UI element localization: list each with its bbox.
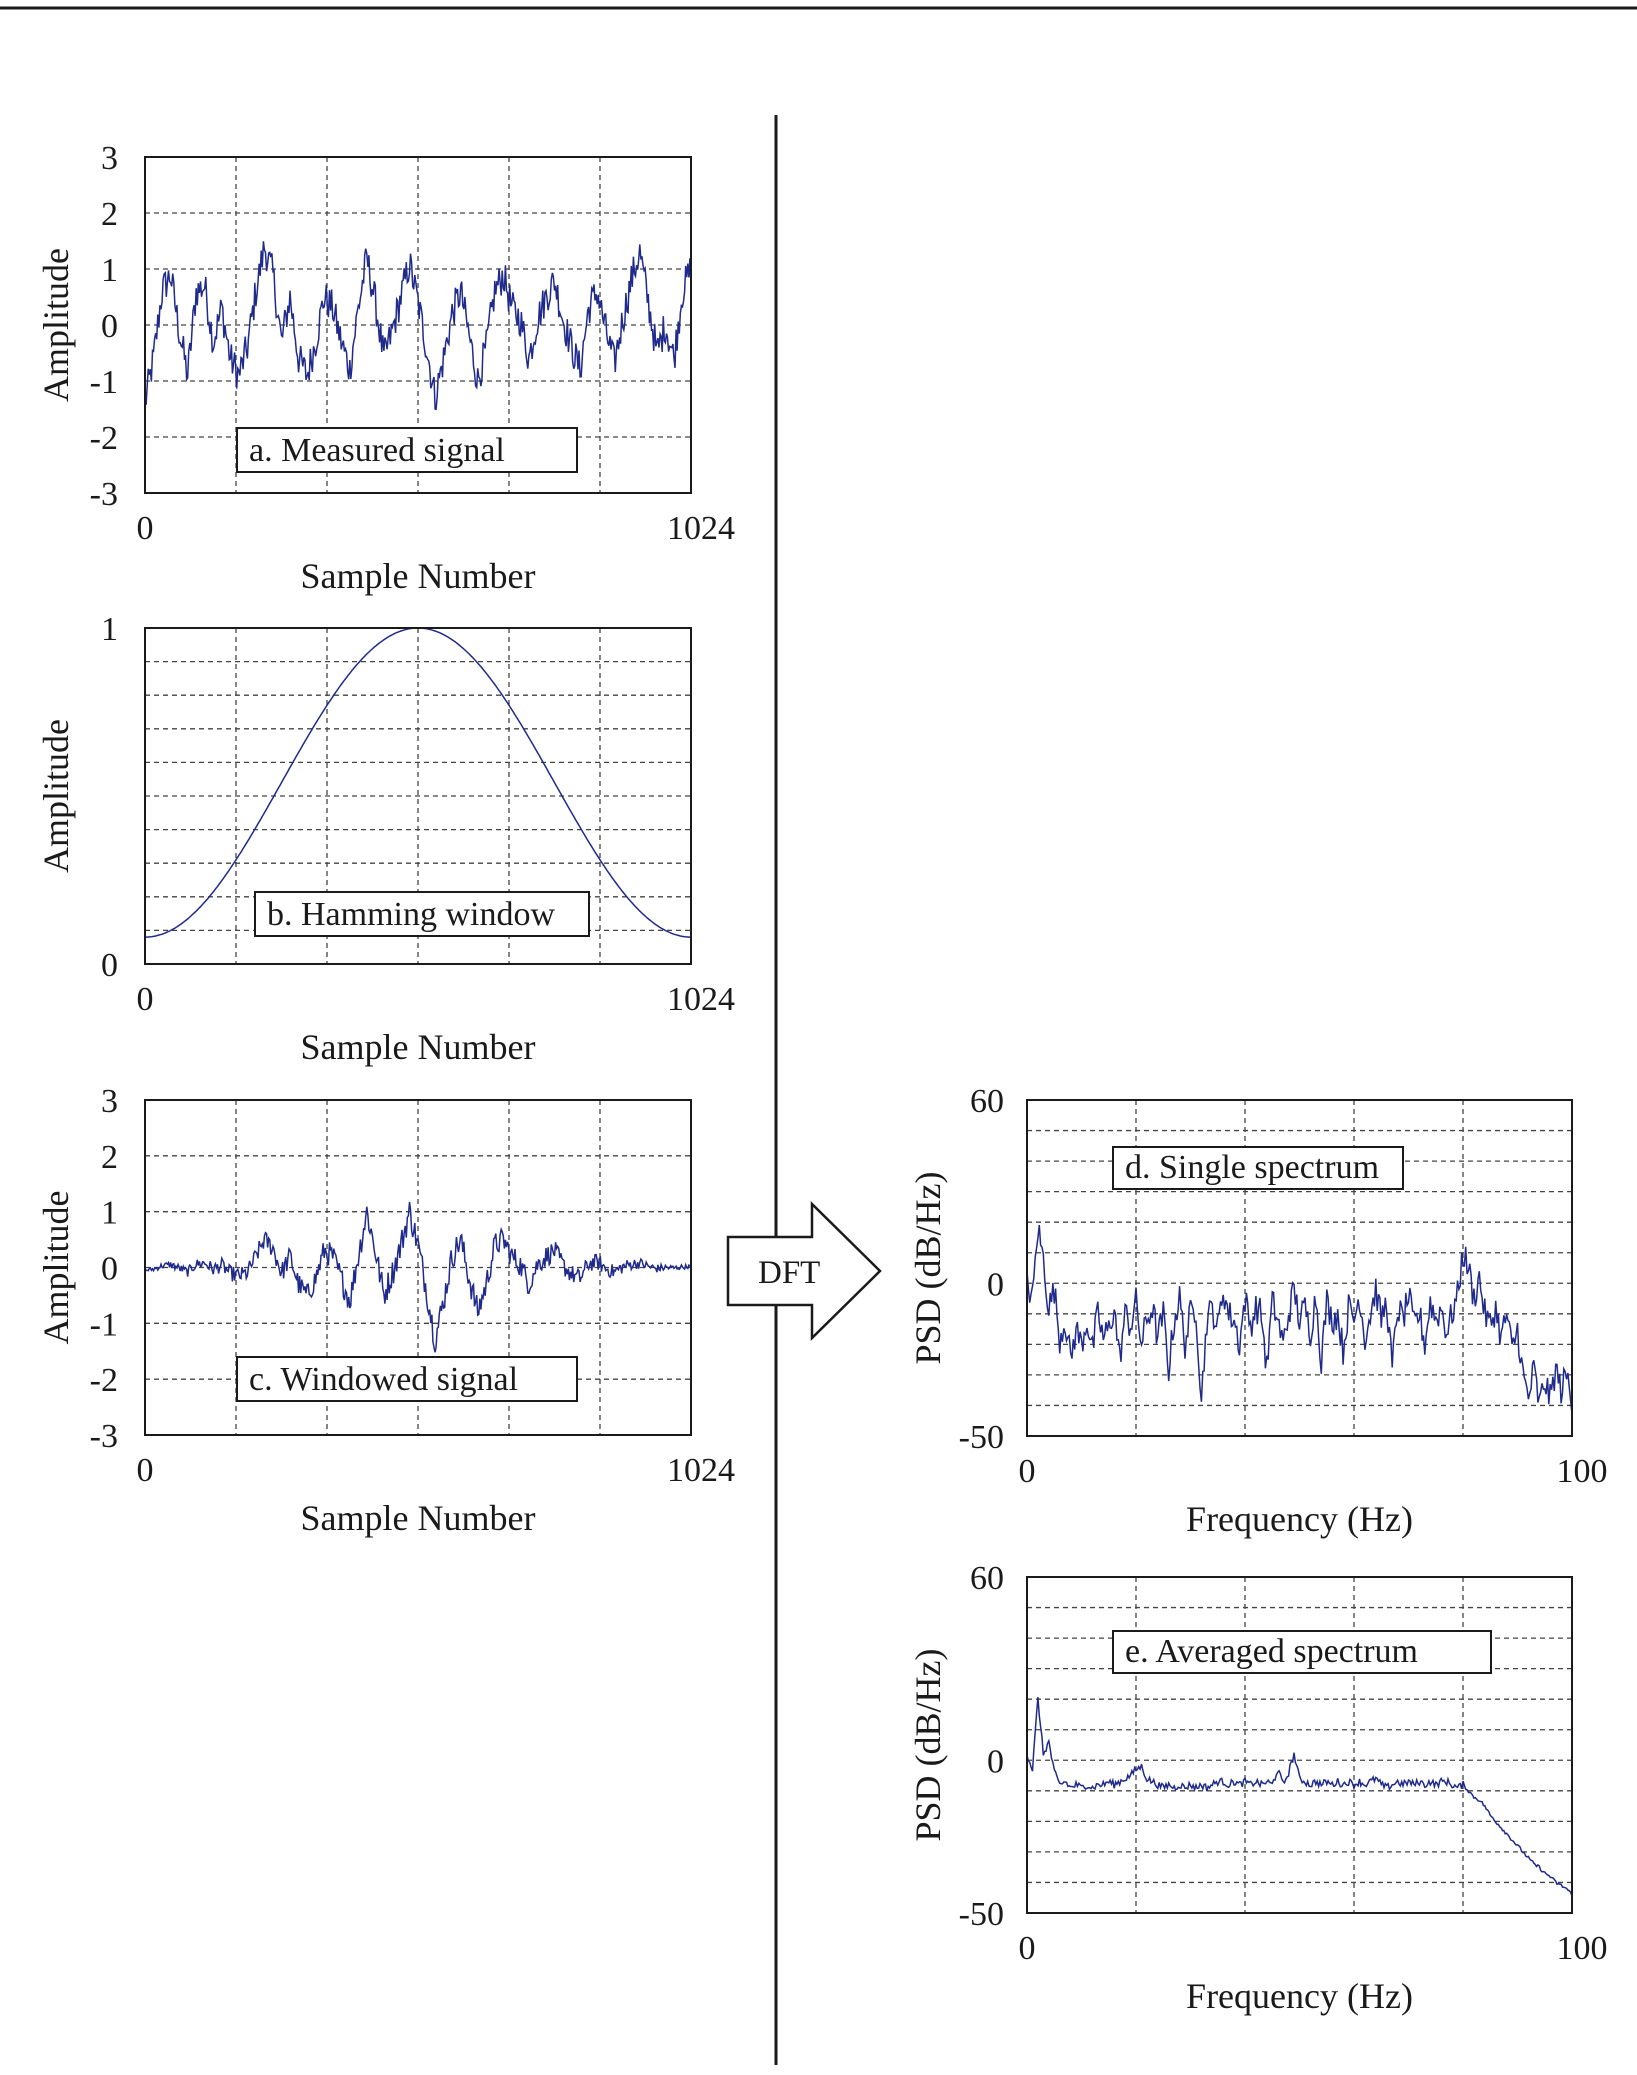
y-tick-label: -3 (90, 1418, 118, 1455)
y-tick-label: -1 (90, 1306, 118, 1343)
series-line (144, 241, 692, 411)
series-line (1026, 1697, 1573, 1897)
y-axis-title: Amplitude (36, 248, 76, 402)
y-tick-label: -3 (90, 476, 118, 513)
series-line (1026, 1224, 1573, 1415)
y-axis-title: Amplitude (36, 719, 76, 873)
y-tick-label: 60 (970, 1083, 1004, 1120)
y-tick-label: 1 (101, 252, 118, 289)
y-tick-label: 0 (101, 947, 118, 984)
panel-label: b. Hamming window (267, 896, 555, 933)
dft-arrow-label: DFT (758, 1255, 820, 1291)
y-tick-label: 0 (101, 308, 118, 345)
panel-label-box (1112, 1146, 1404, 1190)
panel-label: a. Measured signal (249, 432, 505, 469)
y-axis-title: PSD (dB/Hz) (908, 1648, 948, 1841)
panel-label-box (254, 891, 590, 937)
x-axis-title: Sample Number (301, 1498, 536, 1538)
plot-frame (1026, 1099, 1573, 1437)
y-tick-label: -2 (90, 1362, 118, 1399)
plot-frame (1026, 1576, 1573, 1914)
x-tick-label: 1024 (667, 1452, 735, 1489)
y-tick-label: 2 (101, 1139, 118, 1176)
plot-frame (144, 156, 692, 494)
panel-label-box (1112, 1630, 1492, 1674)
series-line (144, 1201, 692, 1353)
y-axis-title: Amplitude (36, 1191, 76, 1345)
y-axis-title: PSD (dB/Hz) (908, 1171, 948, 1364)
chart-e: 60 0 -50 0 100 Frequency (Hz) PSD (dB/Hz) e. Av… (908, 1560, 1608, 2016)
x-axis-title: Frequency (Hz) (1186, 1499, 1413, 1539)
panel-label-box (236, 1356, 578, 1402)
x-tick-label: 0 (1019, 1930, 1036, 1967)
y-tick-label: 0 (987, 1743, 1004, 1780)
x-axis-title: Frequency (Hz) (1186, 1976, 1413, 2016)
dft-arrow: DFT (726, 1201, 882, 1341)
y-tick-label: 1 (101, 611, 118, 648)
panel-label: c. Windowed signal (249, 1361, 518, 1398)
chart-d: 60 0 -50 0 100 Frequency (Hz) PSD (dB/Hz) d. Si… (908, 1083, 1608, 1539)
y-tick-label: 2 (101, 196, 118, 233)
panel-label: e. Averaged spectrum (1125, 1633, 1418, 1670)
x-tick-label: 0 (137, 981, 154, 1018)
y-tick-label: 0 (987, 1266, 1004, 1303)
x-tick-label: 1024 (667, 510, 735, 547)
x-tick-label: 0 (137, 1452, 154, 1489)
x-axis-title: Sample Number (301, 556, 536, 596)
x-tick-label: 100 (1557, 1453, 1608, 1490)
y-tick-label: 60 (970, 1560, 1004, 1597)
x-tick-label: 0 (1019, 1453, 1036, 1490)
y-tick-label: -2 (90, 420, 118, 457)
x-tick-label: 0 (137, 510, 154, 547)
chart-a: 3 2 1 0 -1 -2 -3 0 1024 Sample Number Amplitude a. … (36, 140, 735, 596)
panel-label-box (236, 427, 578, 473)
y-tick-label: 3 (101, 1083, 118, 1120)
plot-frame (144, 627, 692, 965)
x-tick-label: 1024 (667, 981, 735, 1018)
y-tick-label: -1 (90, 364, 118, 401)
y-tick-label: 3 (101, 140, 118, 177)
chart-b: 1 00 1024 Sample Number Amplitude b. Hamming … (36, 611, 735, 1067)
y-tick-label: 0 (101, 1251, 118, 1288)
y-tick-label: -50 (959, 1896, 1004, 1933)
y-tick-label: 1 (101, 1195, 118, 1232)
x-tick-label: 100 (1557, 1930, 1608, 1967)
y-tick-label: -50 (959, 1419, 1004, 1456)
plot-frame (144, 1099, 692, 1436)
panel-label: d. Single spectrum (1125, 1149, 1379, 1186)
dft-arrow-shape (726, 1201, 882, 1341)
x-axis-title: Sample Number (301, 1027, 536, 1067)
chart-c: 3 2 1 0 -1 -2 -3 0 1024 Sample Number Amplitude c. … (36, 1083, 735, 1538)
